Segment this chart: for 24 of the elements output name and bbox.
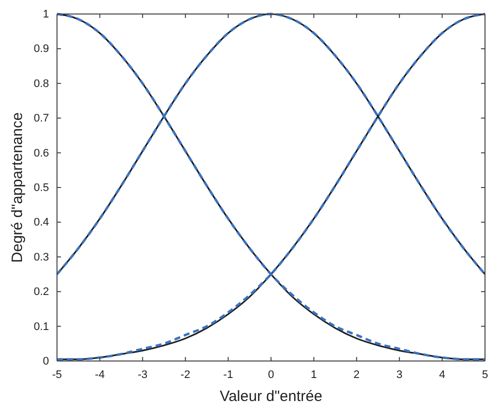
y-tick-label: 0.2	[34, 286, 49, 298]
y-tick-label: 0.8	[34, 78, 49, 90]
x-tick-label: -1	[223, 368, 234, 381]
x-tick-label: 2	[354, 368, 360, 381]
y-axis-title: Degré d"appartenance	[9, 112, 26, 263]
y-tick-label: 0.5	[34, 182, 49, 194]
x-tick-label: -3	[138, 368, 148, 381]
x-tick-label: -5	[52, 368, 62, 381]
x-tick-label: 4	[439, 368, 446, 381]
x-tick-label: 5	[482, 368, 488, 381]
y-tick-label: 0.6	[34, 147, 49, 160]
x-tick-label: 0	[268, 368, 274, 381]
y-tick-label: 0.4	[34, 216, 49, 229]
y-tick-label: 0.1	[34, 320, 49, 333]
y-tick-label: 0	[42, 356, 49, 368]
y-tick-label: 1	[42, 8, 49, 21]
x-axis-title: Valeur d"entrée	[220, 388, 322, 405]
x-tick-label: 3	[396, 368, 402, 381]
y-tick-label: 0.9	[34, 43, 49, 56]
x-tick-label: 1	[310, 368, 317, 381]
y-tick-label: 0.3	[34, 251, 49, 264]
x-tick-label: -4	[94, 368, 105, 381]
y-tick-label: 0.7	[34, 112, 49, 125]
x-tick-label: -2	[180, 368, 190, 381]
